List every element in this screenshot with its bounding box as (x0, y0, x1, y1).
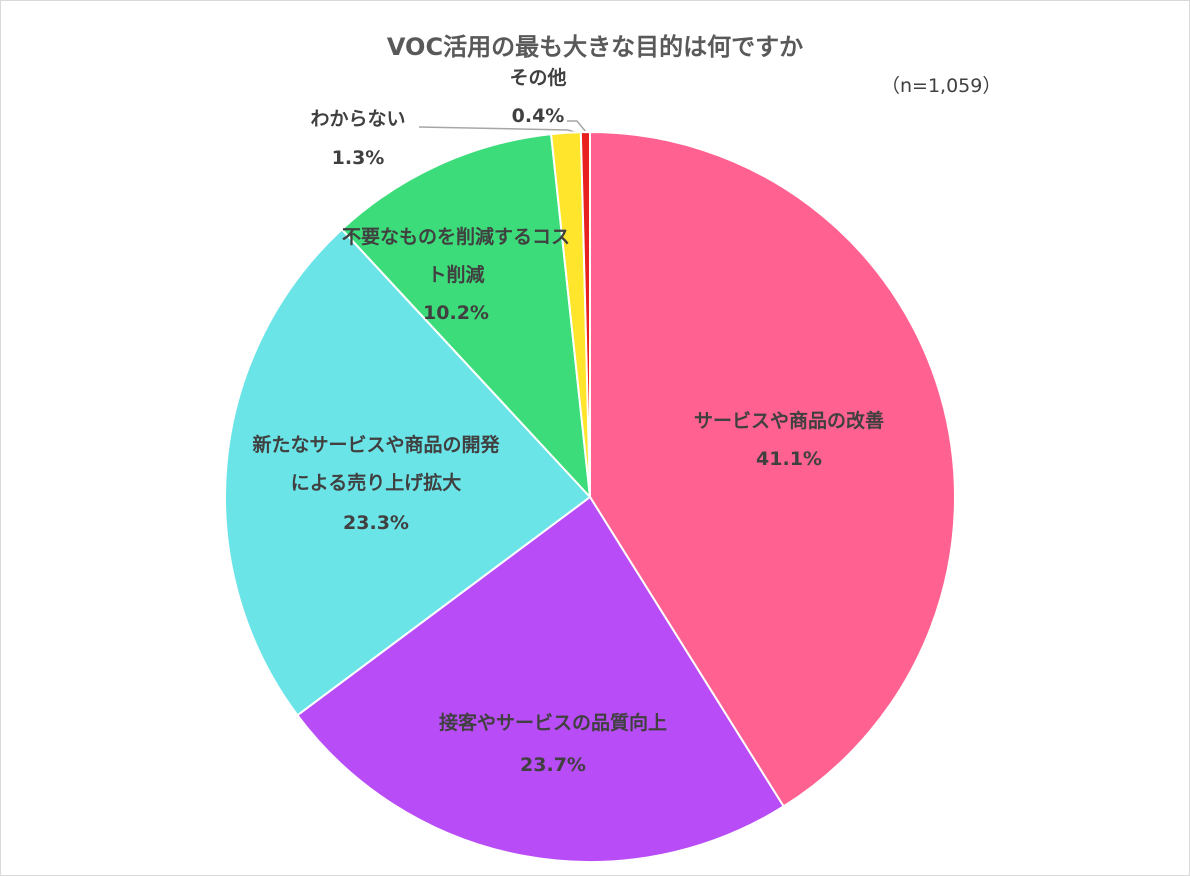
chart-subtitle: （n=1,059） (881, 75, 1002, 97)
value-label: 1.3% (331, 147, 385, 169)
pie-slice (589, 130, 956, 808)
category-label: その他 (509, 67, 567, 89)
pie-slice (579, 130, 591, 498)
chart-title: VOC活用の最も大きな目的は何ですか (386, 33, 804, 61)
pie-slice (340, 132, 592, 500)
pie-slice (224, 227, 592, 717)
pie-slice (296, 495, 786, 863)
value-label: 41.1% (756, 448, 822, 470)
value-label: 23.3% (343, 512, 409, 534)
leader-line (567, 120, 587, 133)
value-label: 0.4% (511, 105, 565, 127)
value-label: 23.7% (520, 754, 586, 776)
category-label: 新たなサービスや商品の開発による売り上げ拡大 (252, 434, 500, 494)
category-label: わからない (310, 108, 406, 130)
category-label: 接客やサービスの品質向上 (438, 712, 667, 734)
value-label: 10.2% (423, 302, 489, 324)
category-label: 不要なものを削減するコスト削減 (341, 226, 570, 286)
category-label: サービスや商品の改善 (693, 410, 884, 432)
